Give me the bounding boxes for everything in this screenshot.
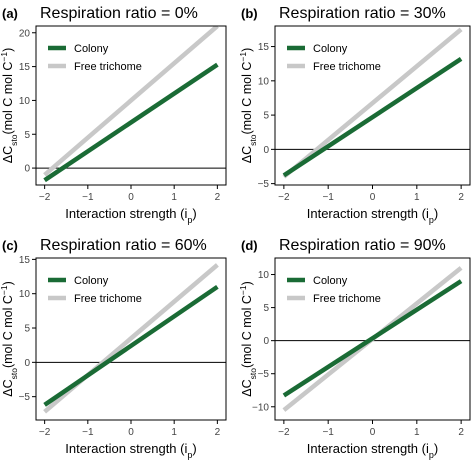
chart-panel-a: (a) Respiration ratio = 0%−2 −1 0 1 205101520… <box>0 5 227 225</box>
x-tick-label: 2 <box>458 192 464 203</box>
legend-item: Free trichome <box>48 61 142 73</box>
legend-label: Free trichome <box>74 293 142 305</box>
panel-label: (a) <box>2 6 18 21</box>
legend-label: Colony <box>313 43 348 55</box>
legend-item: Colony <box>48 275 109 287</box>
y-tick-label: 0 <box>263 336 269 347</box>
y-tick-label: −10 <box>252 402 269 413</box>
x-tick-label: −1 <box>322 192 334 203</box>
x-tick-label: 0 <box>128 192 134 203</box>
x-tick-label: −2 <box>278 427 290 438</box>
x-tick-label: 1 <box>171 427 177 438</box>
x-tick-label: 2 <box>458 427 464 438</box>
chart-panel-c: (c) Respiration ratio = 60% −2 −1 0 1 2 −5 0 5 10 1… <box>0 237 227 460</box>
y-tick-label: 10 <box>258 270 270 281</box>
x-axis-label: Interaction strength (ip) <box>307 441 438 460</box>
x-axis-label: Interaction strength (ip) <box>65 441 196 460</box>
y-tick-label: 15 <box>19 255 31 266</box>
panel-label: (c) <box>2 238 18 253</box>
x-tick-label: 2 <box>215 427 221 438</box>
y-tick-label: 10 <box>19 289 31 300</box>
x-axis-label: Interaction strength (ip) <box>65 206 196 225</box>
y-tick-label: 5 <box>263 303 269 314</box>
legend-label: Colony <box>74 43 109 55</box>
series-line-colony <box>282 279 463 398</box>
legend-label: Free trichome <box>74 61 142 73</box>
panel-label: (d) <box>241 238 258 253</box>
x-tick-label: 1 <box>171 192 177 203</box>
series-group <box>43 26 219 183</box>
panel-title: Respiration ratio = 30% <box>279 5 446 22</box>
panel-title: Respiration ratio = 0% <box>40 5 198 22</box>
series-line-free-trichome <box>43 26 219 177</box>
series-line-free-trichome <box>282 27 463 179</box>
x-tick-label: 0 <box>370 192 376 203</box>
series-group <box>282 27 463 179</box>
series-group <box>43 263 219 414</box>
x-tick-label: 1 <box>414 427 420 438</box>
chart-panel-d: (d) Respiration ratio = 90%−2 −1 0 1 2−10−505… <box>238 237 471 460</box>
series-line-colony <box>43 284 219 407</box>
series-line-colony <box>282 57 463 178</box>
x-tick-label: −1 <box>82 427 94 438</box>
series-line-colony <box>43 62 219 183</box>
y-tick-label: −5 <box>258 369 270 380</box>
y-axis-label: ΔCsto(mol C mol C−1) <box>238 48 258 164</box>
y-tick-label: 15 <box>19 62 31 73</box>
y-tick-label: 0 <box>24 358 30 369</box>
x-tick-label: −2 <box>278 192 290 203</box>
y-tick-label: −5 <box>19 392 31 403</box>
y-tick-label: 10 <box>258 76 270 87</box>
legend-item: Colony <box>48 43 109 55</box>
y-tick-label: 0 <box>263 145 269 156</box>
y-tick-label: −5 <box>258 179 270 190</box>
legend-label: Free trichome <box>313 61 381 73</box>
x-tick-label: 1 <box>414 192 420 203</box>
x-tick-label: −2 <box>39 192 51 203</box>
x-tick-label: 0 <box>128 427 134 438</box>
panel-title: Respiration ratio = 90% <box>279 237 446 254</box>
y-axis-label: ΔCsto(mol C mol C−1) <box>0 48 19 164</box>
y-tick-label: 5 <box>263 111 269 122</box>
y-tick-label: 5 <box>24 130 30 141</box>
x-axis-label: Interaction strength (ip) <box>307 206 438 225</box>
series-group <box>282 266 463 412</box>
panel-label: (b) <box>241 6 258 21</box>
legend-item: Free trichome <box>48 293 142 305</box>
panel-title: Respiration ratio = 60% <box>40 237 207 254</box>
y-tick-label: 15 <box>258 42 270 53</box>
legend-label: Free trichome <box>313 293 381 305</box>
legend-label: Colony <box>313 275 348 287</box>
legend-item: Colony <box>287 275 348 287</box>
y-tick-label: 20 <box>19 28 31 39</box>
legend-item: Free trichome <box>287 293 381 305</box>
x-tick-label: −2 <box>39 427 51 438</box>
y-tick-label: 0 <box>24 164 30 175</box>
chart-panel-b: (b) Respiration ratio = 30% −2 −1 0 1 2 −5 0 5 10 1… <box>238 5 471 225</box>
y-axis-label: ΔCsto(mol C mol C−1) <box>238 281 258 397</box>
x-tick-label: 0 <box>370 427 376 438</box>
y-tick-label: 5 <box>24 324 30 335</box>
legend-item: Colony <box>287 43 348 55</box>
legend-label: Colony <box>74 275 109 287</box>
y-axis-label: ΔCsto(mol C mol C−1) <box>0 281 19 397</box>
x-tick-label: −1 <box>82 192 94 203</box>
y-tick-label: 10 <box>19 96 31 107</box>
legend-item: Free trichome <box>287 61 381 73</box>
x-tick-label: −1 <box>322 427 334 438</box>
x-tick-label: 2 <box>215 192 221 203</box>
